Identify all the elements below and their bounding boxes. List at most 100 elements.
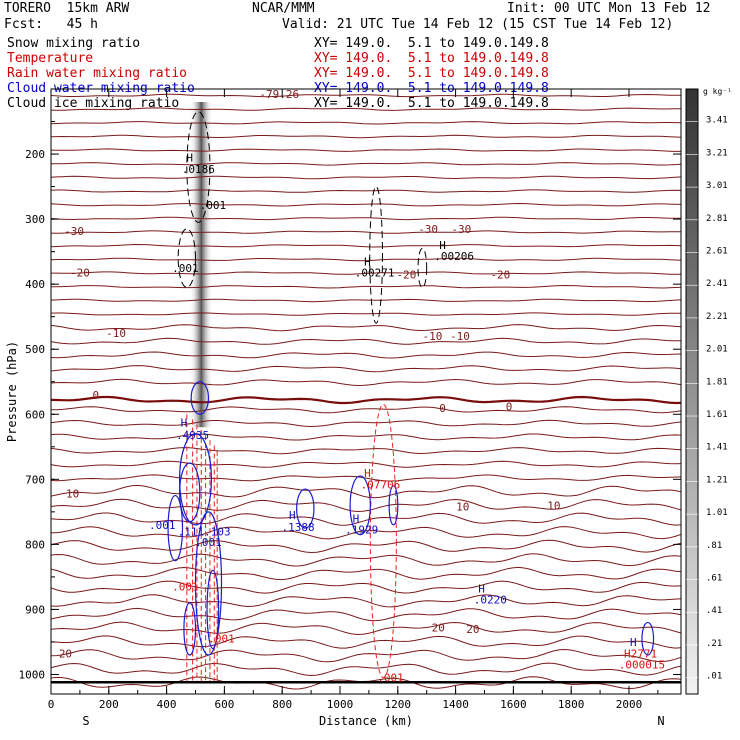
y-axis-label: Pressure (hPa) — [5, 341, 19, 442]
colorbar-tick-label: 3.01 — [706, 181, 728, 191]
cloud-ice-extremum-label: H — [364, 255, 371, 268]
cloud-ice-extremum-label: .0186 — [182, 163, 215, 176]
isotherm — [51, 621, 681, 636]
colorbar-tick-label: 2.61 — [706, 247, 728, 257]
isotherm — [51, 433, 681, 441]
cloud-ice-extremum-label: .001 — [172, 262, 199, 275]
isotherm — [51, 148, 681, 152]
cloud-water-extremum-label: H — [289, 509, 296, 522]
south-label: S — [82, 714, 89, 728]
cloud-water-contour — [206, 569, 220, 650]
cloud-water-extremum-label: .001 — [195, 536, 222, 549]
x-tick-label: 200 — [99, 698, 119, 711]
isotherm — [51, 202, 681, 207]
temperature-label: -30 — [418, 223, 438, 236]
cloud-ice-contour — [186, 111, 211, 223]
cloud-water-contour — [388, 485, 399, 526]
isotherm — [51, 243, 681, 248]
plot-frame — [50, 88, 682, 695]
isotherm — [51, 93, 681, 98]
colorbar-tick-label: 1.01 — [706, 508, 728, 518]
isotherm — [51, 460, 681, 468]
field-name-snow: Snow mixing ratio — [7, 36, 141, 51]
cloud-water-contour — [194, 511, 223, 656]
cloud-ice-extremum-label: H — [439, 239, 446, 252]
isotherm — [51, 162, 681, 166]
rain-extremum-label: .001 — [172, 581, 199, 594]
cloud-water-extremum-label: H — [353, 512, 360, 525]
y-tick-label: 800 — [25, 538, 45, 551]
cloud-ice-contour — [417, 247, 428, 288]
cloud-water-contour — [179, 462, 201, 523]
isotherm — [51, 121, 681, 125]
cloud-water-extremum-label: H — [478, 583, 485, 596]
temperature-label: -30 — [451, 223, 471, 236]
isotherm — [51, 539, 681, 554]
cloud-ice-extremum-label: H — [186, 151, 193, 164]
isotherm — [51, 284, 681, 289]
isotherm — [51, 312, 681, 316]
cloud-ice-extremum-label: .00271 — [355, 266, 395, 279]
y-tick-label: 600 — [25, 408, 45, 421]
rain-extremum-label: H — [364, 467, 371, 480]
cloud-water-extremum-label: .0220 — [474, 594, 507, 607]
cloud-water-extremum-label: .1929 — [345, 523, 378, 536]
colorbar-tick-label: .21 — [706, 639, 722, 649]
cloud-water-contour — [641, 621, 655, 656]
snow-shading — [189, 102, 213, 428]
colorbar-tick-label: .61 — [706, 574, 722, 584]
y-tick-label: 300 — [25, 213, 45, 226]
isotherm — [51, 447, 681, 455]
cloud-water-contour — [349, 475, 371, 536]
field-name-rain: Rain water mixing ratio — [7, 66, 188, 81]
cloud-ice-extremum-label: .001 — [200, 199, 227, 212]
x-tick-label: 1200 — [385, 698, 412, 711]
x-tick-label: 400 — [157, 698, 177, 711]
cloud-water-contour — [183, 602, 197, 656]
temperature-label: 10 — [66, 488, 79, 501]
temperature-label: -20 — [490, 268, 510, 281]
x-tick-label: 0 — [48, 698, 55, 711]
cloud-water-extremum-label: .4935 — [176, 429, 209, 442]
xs-snow: XY= 149.0. 5.1 to 149.0.149.8 — [314, 36, 549, 51]
isotherm — [51, 134, 681, 139]
temperature-label: 0 — [506, 400, 513, 413]
y-tick-label: 1000 — [19, 668, 46, 681]
colorbar-tick-label: 1.41 — [706, 443, 728, 453]
isotherm — [51, 298, 681, 303]
isotherm — [51, 512, 681, 526]
isotherm — [51, 337, 681, 345]
isotherm — [51, 484, 681, 499]
colorbar — [685, 88, 699, 695]
temperature-label: -10 — [106, 327, 126, 340]
isotherm — [51, 230, 681, 234]
y-tick-label: 500 — [25, 343, 45, 356]
temperature-label: 20 — [432, 622, 445, 635]
cloud-water-contour — [190, 381, 210, 415]
cloud-water-extremum-label: H — [181, 417, 188, 430]
x-tick-label: 1000 — [327, 698, 354, 711]
temperature-label: -20 — [397, 268, 417, 281]
cloud-water-extremum-label: .001 — [149, 519, 176, 532]
rain-extremum-label: .001 — [377, 672, 404, 685]
model-title: TORERO 15km ARW — [4, 1, 130, 16]
x-tick-label: 2000 — [616, 698, 643, 711]
colorbar-tick-label: .01 — [706, 672, 722, 682]
isotherm — [51, 107, 681, 111]
isotherm — [51, 594, 681, 608]
cloud-water-contour — [296, 488, 315, 529]
temperature-label: 10 — [547, 499, 560, 512]
colorbar-tick-label: 3.21 — [706, 148, 728, 158]
forecast-hour: Fcst: 45 h — [4, 17, 98, 32]
isotherm — [51, 498, 681, 513]
isotherm — [51, 474, 681, 482]
x-tick-label: 1600 — [500, 698, 527, 711]
temperature-label: 20 — [59, 648, 72, 661]
temperature-label: -10 — [423, 330, 443, 343]
init-time: Init: 00 UTC Mon 13 Feb 12 — [507, 1, 711, 16]
colorbar-tick-label: .41 — [706, 606, 722, 616]
colorbar-tick-label: 3.41 — [706, 116, 728, 126]
isotherm — [51, 324, 681, 332]
colorbar-tick-label: 1.21 — [706, 475, 728, 485]
temperature-label: 10 — [456, 501, 469, 514]
